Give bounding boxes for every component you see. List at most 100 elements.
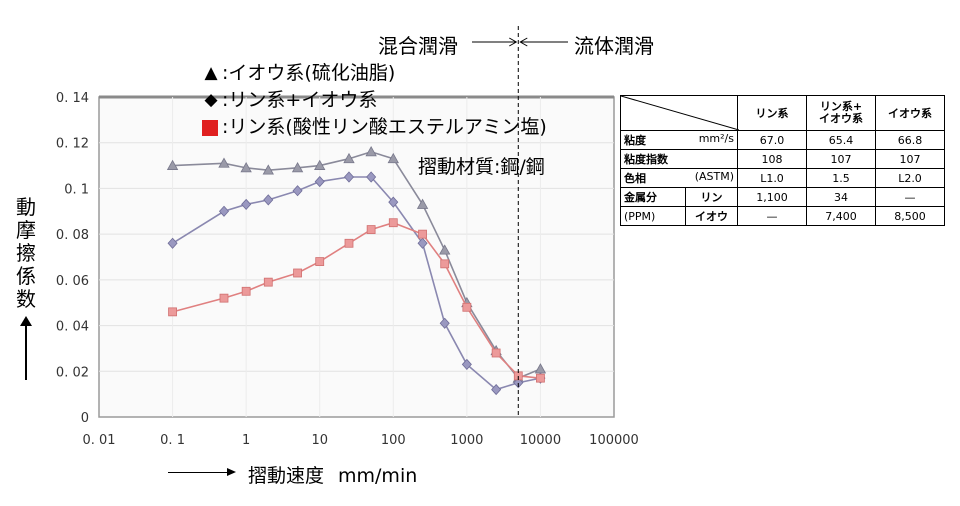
data-point-triangle	[343, 152, 355, 164]
x-axis-arrow-icon	[168, 468, 236, 476]
table-cell: 108	[737, 149, 807, 169]
diagonal-line	[621, 96, 739, 130]
table-row-label: 金属分	[620, 187, 686, 207]
data-point-triangle	[365, 146, 377, 157]
data-point-triangle	[314, 159, 326, 170]
y-tick-label: 0. 04	[56, 320, 89, 335]
table-cell: 67.0	[737, 130, 807, 150]
regime-arrows	[472, 37, 568, 47]
table-row: (PPM) イオウ — 7,400 8,500	[620, 206, 945, 226]
y-tick-label: 0. 1	[64, 182, 89, 197]
table-cell: 1,100	[737, 187, 807, 207]
table-cell: 34	[806, 187, 876, 207]
table-header-cell: イオウ系	[875, 95, 945, 131]
legend-item-phosphorus: :リン系(酸性リン酸エステルアミン塩)	[200, 114, 547, 141]
data-point-square	[491, 348, 501, 358]
table-row-unit: イオウ	[685, 206, 738, 226]
table-cell: 65.4	[806, 130, 876, 150]
data-point-diamond	[292, 185, 303, 197]
diamond-marker-icon: ◆	[204, 90, 218, 110]
regime-left-arrowhead-icon	[509, 37, 518, 47]
regime-right-label: 流体潤滑	[574, 34, 654, 58]
data-point-square	[418, 229, 427, 239]
data-point-diamond	[491, 383, 502, 396]
data-point-diamond	[263, 194, 274, 206]
data-point-diamond	[388, 196, 399, 208]
oil-properties-table: リン系 リン系+ イオウ系 イオウ系 粘度 mm²/s 67.0 65.4 66.…	[620, 95, 945, 226]
regime-right-arrowhead-icon	[519, 37, 528, 47]
data-point-triangle	[416, 198, 429, 209]
data-point-diamond	[314, 175, 325, 188]
table-cell: 107	[875, 149, 945, 169]
table-cell: L2.0	[875, 168, 945, 188]
material-annotation: 摺動材質:鋼/鋼	[418, 156, 545, 178]
y-tick-label: 0. 14	[56, 91, 89, 106]
table-cell: —	[875, 187, 945, 207]
data-point-diamond	[167, 237, 178, 249]
y-tick-label: 0. 06	[56, 274, 89, 289]
data-point-diamond	[343, 171, 355, 183]
table-cell: —	[737, 206, 807, 226]
x-tick-label: 1000	[450, 433, 483, 448]
table-row-label: (PPM)	[620, 206, 686, 226]
y-tick-label: 0. 08	[56, 228, 89, 243]
table-header-cell: リン系	[737, 95, 807, 131]
data-point-diamond	[241, 198, 252, 211]
data-point-diamond	[417, 237, 428, 249]
legend-label-sulfur: :イオウ系(硫化油脂)	[222, 62, 396, 84]
data-point-diamond	[439, 317, 450, 329]
data-point-triangle	[240, 162, 252, 173]
data-point-square	[241, 286, 251, 296]
table-header-cell: リン系+ イオウ系	[806, 95, 876, 131]
square-marker-icon	[202, 119, 218, 136]
y-tick-label: 0. 02	[56, 365, 89, 380]
legend-item-sulfur: ▲ :イオウ系(硫化油脂)	[200, 60, 547, 87]
table-cell: 1.5	[806, 168, 876, 188]
data-point-square	[536, 373, 545, 383]
plot-area-frame	[98, 96, 615, 418]
legend-label-phosphorus: :リン系(酸性リン酸エステルアミン塩)	[222, 116, 547, 138]
x-tick-label: 1	[242, 433, 250, 448]
data-point-triangle	[387, 152, 399, 164]
y-tick-label: 0	[81, 411, 89, 426]
triangle-marker-icon: ▲	[204, 63, 218, 83]
table-row-unit: mm²/s	[698, 132, 734, 145]
data-point-square	[315, 257, 325, 266]
table-cell: 8,500	[875, 206, 945, 226]
table-cell: 7,400	[806, 206, 876, 226]
table-row: 粘度 mm²/s 67.0 65.4 66.8	[620, 130, 945, 150]
data-point-square	[366, 225, 376, 234]
table-row: 金属分 リン 1,100 34 —	[620, 187, 945, 207]
legend: ▲ :イオウ系(硫化油脂) ◆ :リン系+イオウ系 :リン系(酸性リン酸エステル…	[200, 60, 547, 141]
table-row-label: 粘度指数	[620, 149, 738, 169]
table-cell: 107	[806, 149, 876, 169]
table-cell: L1.0	[737, 168, 807, 188]
data-point-square	[462, 302, 472, 312]
y-axis-arrow-icon	[20, 316, 32, 380]
table-row-label: 粘度 mm²/s	[620, 130, 738, 150]
data-point-triangle	[218, 157, 230, 168]
data-point-square	[168, 307, 177, 317]
x-axis-label: 摺動速度	[248, 465, 325, 487]
data-point-square	[219, 293, 229, 303]
data-point-diamond	[366, 171, 377, 183]
data-point-diamond	[218, 205, 230, 217]
data-point-triangle	[166, 159, 179, 170]
legend-item-phosphorus-sulfur: ◆ :リン系+イオウ系	[200, 87, 547, 114]
x-tick-label: 10	[311, 433, 328, 448]
x-axis-unit: mm/min	[338, 465, 418, 487]
x-tick-label: 0. 1	[160, 433, 185, 448]
regime-left-label: 混合潤滑	[378, 34, 458, 58]
data-point-diamond	[461, 358, 472, 371]
data-point-triangle	[439, 244, 451, 255]
table-row: 色相 (ASTM) L1.0 1.5 L2.0	[620, 168, 945, 188]
x-tick-label: 100	[381, 433, 406, 448]
table-corner-cell	[620, 95, 739, 131]
data-point-square	[263, 277, 273, 287]
y-tick-label: 0. 12	[56, 137, 89, 152]
data-point-square	[440, 259, 450, 269]
table-cell: 66.8	[875, 130, 945, 150]
data-point-square	[344, 238, 354, 248]
x-tick-label: 100000	[589, 433, 639, 448]
